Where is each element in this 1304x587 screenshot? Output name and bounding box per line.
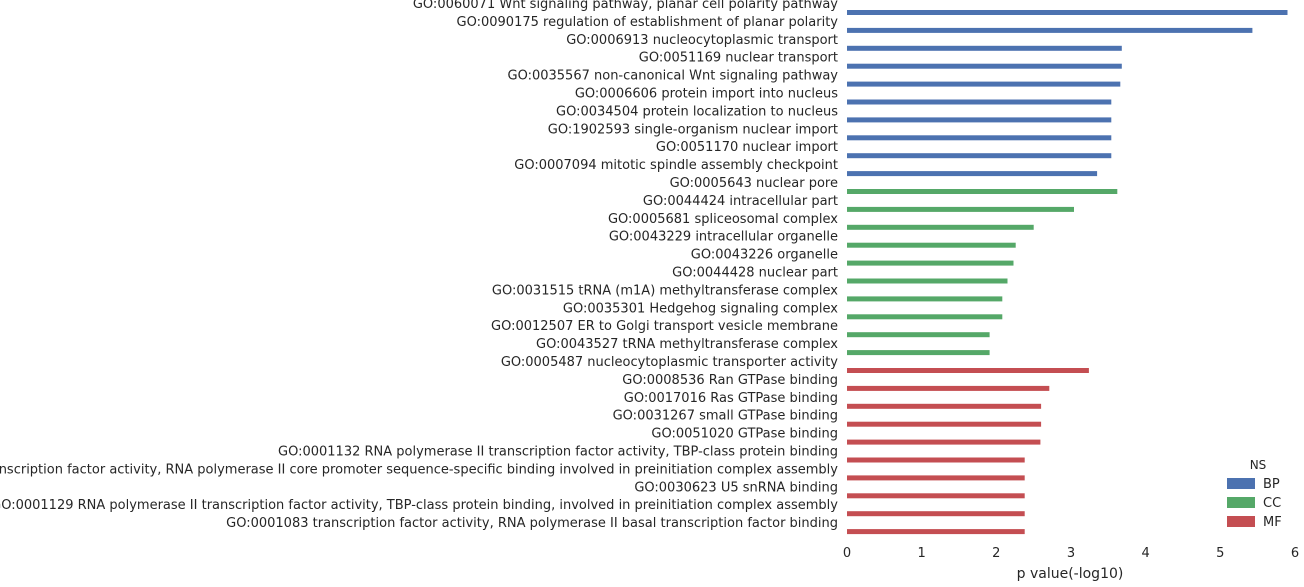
bar-bp-9 [847,171,1098,177]
bar-mf-22 [847,403,1042,409]
category-label: GO:0007094 mitotic spindle assembly chec… [514,158,838,173]
x-tick-label: 2 [992,546,1000,561]
bar-cc-13 [847,242,1016,248]
bar-mf-24 [847,439,1041,445]
bar-bp-2 [847,45,1122,51]
bar-bp-7 [847,135,1112,141]
legend-swatch-bp [1227,478,1255,489]
category-label: GO:0001075 transcription factor activity… [0,462,838,477]
bar-mf-20 [847,368,1089,373]
category-label: GO:0090175 regulation of establishment o… [457,15,839,30]
category-label: GO:0012507 ER to Golgi transport vesicle… [491,319,838,334]
bar-bp-3 [847,63,1122,69]
bar-cc-11 [847,206,1074,212]
category-label: GO:0006606 protein import into nucleus [575,87,838,102]
bar-mf-29 [847,529,1025,535]
bar-bp-5 [847,99,1112,105]
category-label: GO:0043229 intracellular organelle [609,230,838,245]
x-tick-label: 0 [843,546,851,561]
category-label: GO:0051170 nuclear import [656,140,838,155]
bar-mf-28 [847,511,1025,517]
bars-layer [847,10,1288,535]
bar-cc-12 [847,224,1034,230]
category-label: GO:0060071 Wnt signaling pathway, planar… [413,0,838,12]
legend-items: BP CC MF [1227,477,1282,530]
category-label: GO:1902593 single-organism nuclear impor… [548,122,838,137]
bar-mf-23 [847,421,1042,427]
x-tick-label: 1 [918,546,926,561]
category-labels: GO:0060071 Wnt signaling pathway, planar… [0,0,838,531]
category-label: GO:0001083 transcription factor activity… [226,516,838,531]
category-label: GO:0035301 Hedgehog signaling complex [563,301,838,316]
category-label: GO:0051020 GTPase binding [651,427,838,442]
x-axis-ticks: 0 1 2 3 4 5 6 [843,546,1299,561]
bar-bp-6 [847,117,1112,123]
category-label: GO:0001129 RNA polymerase II transcripti… [0,498,838,513]
category-label: GO:0031515 tRNA (m1A) methyltransferase … [492,283,838,298]
category-label: GO:0030623 U5 snRNA binding [634,480,838,495]
x-tick-label: 6 [1291,546,1299,561]
category-label: GO:0017016 Ras GTPase binding [624,391,838,406]
category-label: GO:0044428 nuclear part [672,266,838,281]
legend-swatch-mf [1227,516,1255,527]
category-label: GO:0043226 organelle [691,248,838,263]
category-label: GO:0006913 nucleocytoplasmic transport [566,33,838,48]
category-label: GO:0031267 small GTPase binding [613,409,838,424]
bar-mf-21 [847,385,1050,391]
bar-mf-27 [847,493,1025,499]
bar-mf-26 [847,475,1025,481]
bar-cc-19 [847,350,990,356]
category-label: GO:0034504 protein localization to nucle… [556,104,838,119]
legend-title: NS [1250,458,1267,472]
bar-cc-17 [847,314,1003,320]
legend-label-cc: CC [1263,496,1281,511]
bar-cc-18 [847,332,990,338]
category-label: GO:0005487 nucleocytoplasmic transporter… [501,355,838,370]
bar-bp-0 [847,10,1288,15]
category-label: GO:0043527 tRNA methyltransferase comple… [536,337,838,352]
category-label: GO:0035567 non-canonical Wnt signaling p… [508,69,839,84]
bar-cc-15 [847,278,1008,284]
category-label: GO:0005643 nuclear pore [670,176,838,191]
bar-bp-1 [847,27,1253,33]
legend-label-bp: BP [1263,477,1280,492]
bar-mf-25 [847,457,1025,463]
bar-bp-8 [847,153,1112,159]
category-label: GO:0051169 nuclear transport [639,51,838,66]
bar-bp-4 [847,81,1121,87]
bar-cc-10 [847,189,1118,194]
category-label: GO:0001132 RNA polymerase II transcripti… [278,445,838,460]
bar-cc-16 [847,296,1003,302]
x-tick-label: 4 [1142,546,1150,561]
legend-label-mf: MF [1263,515,1282,530]
x-tick-label: 5 [1216,546,1224,561]
category-label: GO:0008536 Ran GTPase binding [622,373,838,388]
legend-swatch-cc [1227,497,1255,508]
x-axis-title: p value(-log10) [1017,566,1124,582]
category-label: GO:0044424 intracellular part [643,194,838,209]
category-label: GO:0005681 spliceosomal complex [608,212,838,227]
legend: NS BP CC MF [1227,458,1282,530]
bar-cc-14 [847,260,1014,266]
x-tick-label: 3 [1067,546,1075,561]
